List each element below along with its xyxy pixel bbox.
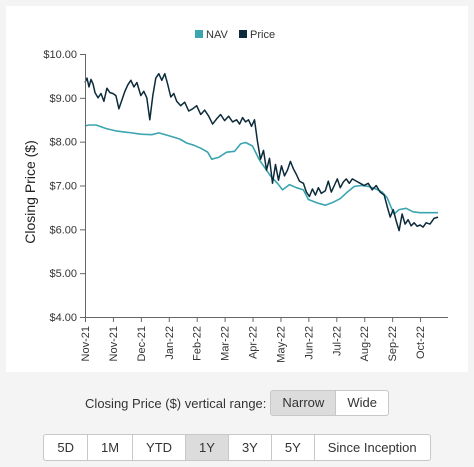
x-tick-label: Nov-21 — [108, 326, 120, 361]
period-5y-button[interactable]: 5Y — [270, 434, 315, 461]
period-buttons: 5D 1M YTD 1Y 3Y 5Y Since Inception — [43, 434, 431, 461]
period-ytd-button[interactable]: YTD — [132, 434, 187, 461]
wide-range-button[interactable]: Wide — [335, 390, 389, 416]
y-tick-label: $10.00 — [43, 49, 77, 61]
legend-swatch-price — [239, 30, 247, 38]
vertical-range-control: Closing Price ($) vertical range: Narrow… — [0, 390, 474, 416]
x-axis-ticks: Nov-21 Nov-21 Dec-21 Jan-22 Feb-22 Mar-22 Apr-… — [80, 317, 427, 363]
x-tick-label: Oct-22 — [415, 326, 427, 359]
series-line-nav — [84, 124, 438, 215]
x-tick-label: Feb-22 — [192, 326, 204, 361]
vertical-range-buttons: Narrow Wide — [270, 390, 389, 416]
period-since-inception-button[interactable]: Since Inception — [313, 434, 431, 461]
series-layer — [84, 72, 439, 232]
x-tick-label: Apr-22 — [248, 326, 260, 359]
chart-panel: NAV Price $4.00 $5.00 $6.00 $7.00 $8.00 $9.00 $… — [6, 6, 468, 372]
y-tick-label: $6.00 — [49, 224, 77, 236]
y-axis-ticks: $4.00 $5.00 $6.00 $7.00 $8.00 $9.00 $10.00 — [43, 49, 85, 324]
period-3y-button[interactable]: 3Y — [227, 434, 272, 461]
y-tick-label: $7.00 — [49, 181, 77, 193]
period-1y-button[interactable]: 1Y — [185, 434, 229, 461]
period-selector: 5D 1M YTD 1Y 3Y 5Y Since Inception — [0, 434, 474, 461]
period-5d-button[interactable]: 5D — [43, 434, 88, 461]
period-1m-button[interactable]: 1M — [86, 434, 134, 461]
x-tick-label: Sep-22 — [387, 326, 399, 361]
x-tick-label: May-22 — [275, 326, 287, 363]
chart-legend: NAV Price — [195, 29, 275, 41]
legend-label-nav: NAV — [206, 29, 228, 41]
y-tick-label: $5.00 — [49, 268, 77, 280]
x-tick-label: Jan-22 — [164, 326, 176, 360]
y-tick-label: $8.00 — [49, 137, 77, 149]
y-axis-label: Closing Price ($) — [22, 140, 38, 243]
y-tick-label: $4.00 — [49, 312, 77, 324]
x-tick-label: Dec-21 — [136, 326, 148, 361]
price-chart: NAV Price $4.00$5.00$6.00$7.00$8.00$9.00$… — [22, 29, 448, 363]
vertical-range-label: Closing Price ($) vertical range: — [85, 395, 267, 411]
x-tick-label: Jun-22 — [303, 326, 315, 360]
series-line-price — [84, 72, 439, 232]
legend-label-price: Price — [250, 29, 275, 41]
y-tick-label: $9.00 — [49, 93, 77, 105]
x-tick-label: Mar-22 — [220, 326, 232, 361]
legend-swatch-nav — [195, 30, 203, 38]
narrow-range-button[interactable]: Narrow — [270, 390, 337, 416]
x-tick-label: Jul-22 — [331, 326, 343, 356]
x-tick-label: Nov-21 — [80, 326, 92, 361]
x-tick-label: Aug-22 — [359, 326, 371, 361]
